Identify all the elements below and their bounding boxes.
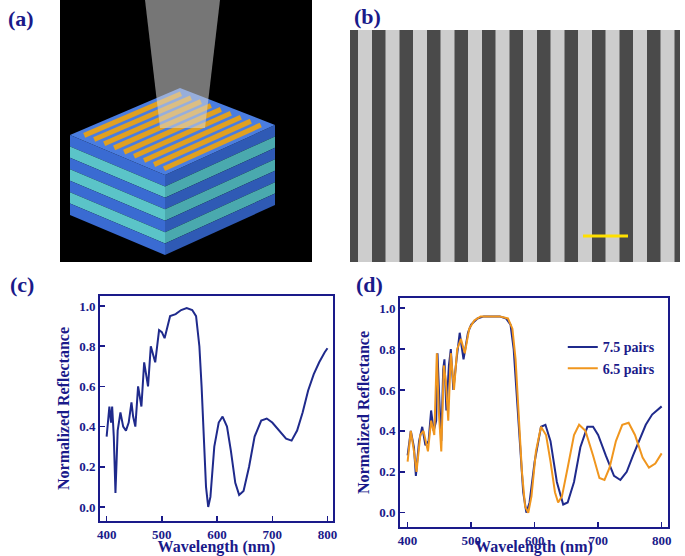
svg-text:0.6: 0.6 <box>379 383 396 398</box>
svg-text:0.8: 0.8 <box>79 339 96 354</box>
svg-text:500: 500 <box>152 527 172 542</box>
svg-text:Wavelength (nm): Wavelength (nm) <box>158 538 276 556</box>
svg-text:800: 800 <box>652 533 672 548</box>
svg-text:400: 400 <box>398 533 418 548</box>
svg-text:1.0: 1.0 <box>379 301 395 316</box>
svg-text:0.0: 0.0 <box>79 499 95 514</box>
svg-text:0.2: 0.2 <box>379 464 395 479</box>
svg-text:1.0: 1.0 <box>79 299 95 314</box>
svg-text:0.0: 0.0 <box>379 505 395 520</box>
svg-text:700: 700 <box>263 527 283 542</box>
svg-text:400: 400 <box>97 527 117 542</box>
svg-text:(c): (c) <box>10 272 34 297</box>
svg-text:0.8: 0.8 <box>379 342 396 357</box>
svg-text:Normalized Reflectance: Normalized Reflectance <box>55 327 72 490</box>
svg-text:500: 500 <box>461 533 481 548</box>
svg-text:Wavelength (nm): Wavelength (nm) <box>475 538 593 556</box>
svg-text:(d): (d) <box>356 272 383 297</box>
svg-text:6.5 pairs: 6.5 pairs <box>603 362 655 377</box>
svg-text:600: 600 <box>525 533 545 548</box>
svg-text:(b): (b) <box>354 4 381 29</box>
svg-text:0.4: 0.4 <box>379 423 396 438</box>
svg-text:Normalized Reflectance: Normalized Reflectance <box>355 331 372 494</box>
svg-text:(a): (a) <box>8 6 34 31</box>
svg-text:800: 800 <box>318 527 338 542</box>
svg-text:600: 600 <box>207 527 227 542</box>
svg-text:0.6: 0.6 <box>79 379 96 394</box>
svg-text:7.5 pairs: 7.5 pairs <box>603 340 655 355</box>
svg-text:0.4: 0.4 <box>79 419 96 434</box>
svg-text:0.2: 0.2 <box>79 459 95 474</box>
svg-text:700: 700 <box>588 533 608 548</box>
